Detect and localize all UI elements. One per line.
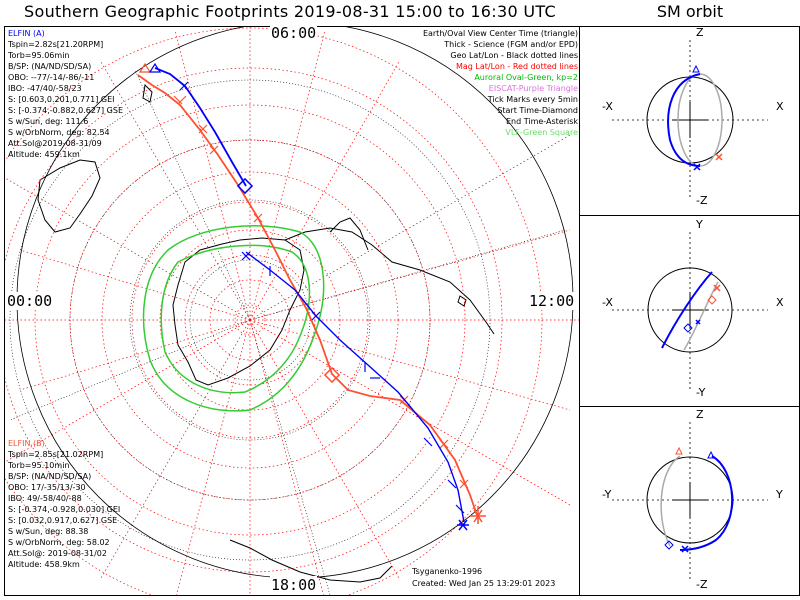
elfin-b-tick-marks (173, 95, 469, 489)
created-label: Created: Wed Jan 25 13:29:01 2023 (412, 579, 556, 588)
elfin-b-line: Altitude: 458.9km (8, 560, 80, 569)
sm1-top-label: Z (696, 26, 704, 39)
elfin-b-line: B/SP: (NA/ND/SD/SA) (8, 472, 92, 481)
elfin-b-title: ELFIN (B) (8, 439, 45, 448)
elfin-a-line: S: [0.603,0.201,0.771] GEI (8, 95, 115, 104)
legend-item: End Time-Asterisk (505, 117, 578, 126)
sm3-right-label: Y (776, 488, 783, 501)
elfin-a-end-asterisk (457, 519, 469, 531)
legend-item: Start Time-Diamond (497, 106, 578, 115)
legend: Earth/Oval View Center Time (triangle) T… (423, 28, 578, 138)
elfin-b-start-diamond (323, 366, 341, 384)
elfin-a-line: S w/OrbNorm, deg: 82.54 (8, 128, 110, 137)
sm1-left-label: -X (602, 100, 613, 113)
sm-panel-3 (579, 406, 800, 596)
elfin-b-line: S w/OrbNorm, deg: 58.02 (8, 538, 110, 547)
elfin-a-tick-marks (179, 81, 465, 514)
elfin-a-line: IBO: -47/40/-58/23 (8, 84, 82, 93)
sm1-bottom-label: -Z (696, 194, 708, 207)
peninsula-coast (284, 227, 495, 335)
auroral-oval (142, 225, 325, 412)
elfin-a-start-diamond (236, 177, 254, 195)
elfin-b-line: Att.Sol@: 2019-08-31/02 (8, 549, 107, 558)
elfin-b-line: IBO: 49/-58/40/-88 (8, 494, 82, 503)
legend-item: Earth/Oval View Center Time (triangle) (422, 29, 578, 38)
hour-label-top: 06:00 (270, 24, 318, 42)
map-title: Southern Geographic Footprints 2019-08-3… (24, 2, 556, 21)
south-america-coast (329, 217, 369, 251)
elfin-a-line: B/SP: (NA/ND/SD/SA) (8, 62, 92, 71)
elfin-b-line: Torb=95.10min (8, 461, 70, 470)
sm3-top-label: Z (696, 408, 704, 421)
model-label: Tsyganenko-1996 (412, 567, 483, 576)
sm2-right-label: X (776, 296, 784, 309)
elfin-a-line: S w/Sun, deg: 111.6 (8, 117, 89, 126)
elfin-a-line: Tspin=2.82s[21.20RPM] (8, 40, 104, 49)
elfin-a-line: OBO: --77/-14/-86/-11 (8, 73, 95, 82)
elfin-b-line: S w/Sun, deg: 88.38 (8, 527, 89, 536)
nz-coast (142, 83, 153, 103)
sm-panel-1 (579, 26, 800, 216)
elfin-a-line: Altitude: 459.1km (8, 150, 80, 159)
elfin-a-line: Torb=95.06min (8, 51, 70, 60)
coastline (37, 83, 495, 583)
legend-item: Tick Marks every 5min (487, 95, 578, 104)
hour-label-left: 00:00 (6, 292, 54, 310)
elfin-b-path (137, 74, 479, 519)
sm1-right-label: X (776, 100, 784, 113)
legend-item: Geo Lat/Lon - Black dotted lines (450, 51, 578, 60)
sm3-left-label: -Y (602, 488, 612, 501)
elfin-b-line: S: [0.032,0.917,0.627] GSE (8, 516, 118, 525)
sm3-bottom-label: -Z (696, 578, 708, 591)
elfin-a-path (154, 67, 247, 187)
sm2-bottom-label: -Y (696, 386, 706, 399)
elfin-a-title: ELFIN (A) (8, 29, 45, 38)
elfin-b-info: ELFIN (B) Tspin=2.85s[21.02RPM] Torb=95.… (8, 438, 120, 570)
elfin-a-path-2 (245, 251, 465, 523)
sm2-left-label: -X (602, 296, 613, 309)
legend-item: Thick - Science (FGM and/or EPD) (444, 40, 578, 49)
elfin-a-line: Att.Sol@2019-08-31/09 (8, 139, 102, 148)
legend-item: EISCAT-Purple Triangle (488, 84, 578, 93)
sm-orbit-title: SM orbit (656, 2, 724, 21)
elfin-a-track (148, 62, 469, 531)
mag-grid (5, 27, 579, 595)
legend-item: Auroral Oval-Green, kp=2 (474, 73, 578, 82)
small-island (457, 295, 467, 307)
australia-coast (37, 159, 101, 233)
legend-item: Mag Lat/Lon - Red dotted lines (455, 62, 578, 71)
hour-label-right: 12:00 (528, 292, 576, 310)
sm2-top-label: Y (696, 218, 703, 231)
legend-item: VLF-Green Square (505, 128, 578, 137)
elfin-a-view-triangle (148, 62, 162, 73)
antarctica-coast (172, 237, 305, 386)
sm-panel-2 (579, 215, 800, 407)
hour-label-bottom: 18:00 (270, 576, 318, 594)
elfin-b-end-asterisk (470, 506, 486, 524)
elfin-b-line: Tspin=2.85s[21.02RPM] (8, 450, 104, 459)
elfin-b-line: OBO: 17/-35/13/-30 (8, 483, 86, 492)
elfin-b-view-triangle (138, 62, 152, 73)
elfin-a-info: ELFIN (A) Tspin=2.82s[21.20RPM] Torb=95.… (8, 28, 123, 160)
elfin-a-line: S: [-0.374,-0.882,0.627] GSE (8, 106, 123, 115)
elfin-b-line: S: [-0.374,-0.928,0.030] GEI (8, 505, 121, 514)
